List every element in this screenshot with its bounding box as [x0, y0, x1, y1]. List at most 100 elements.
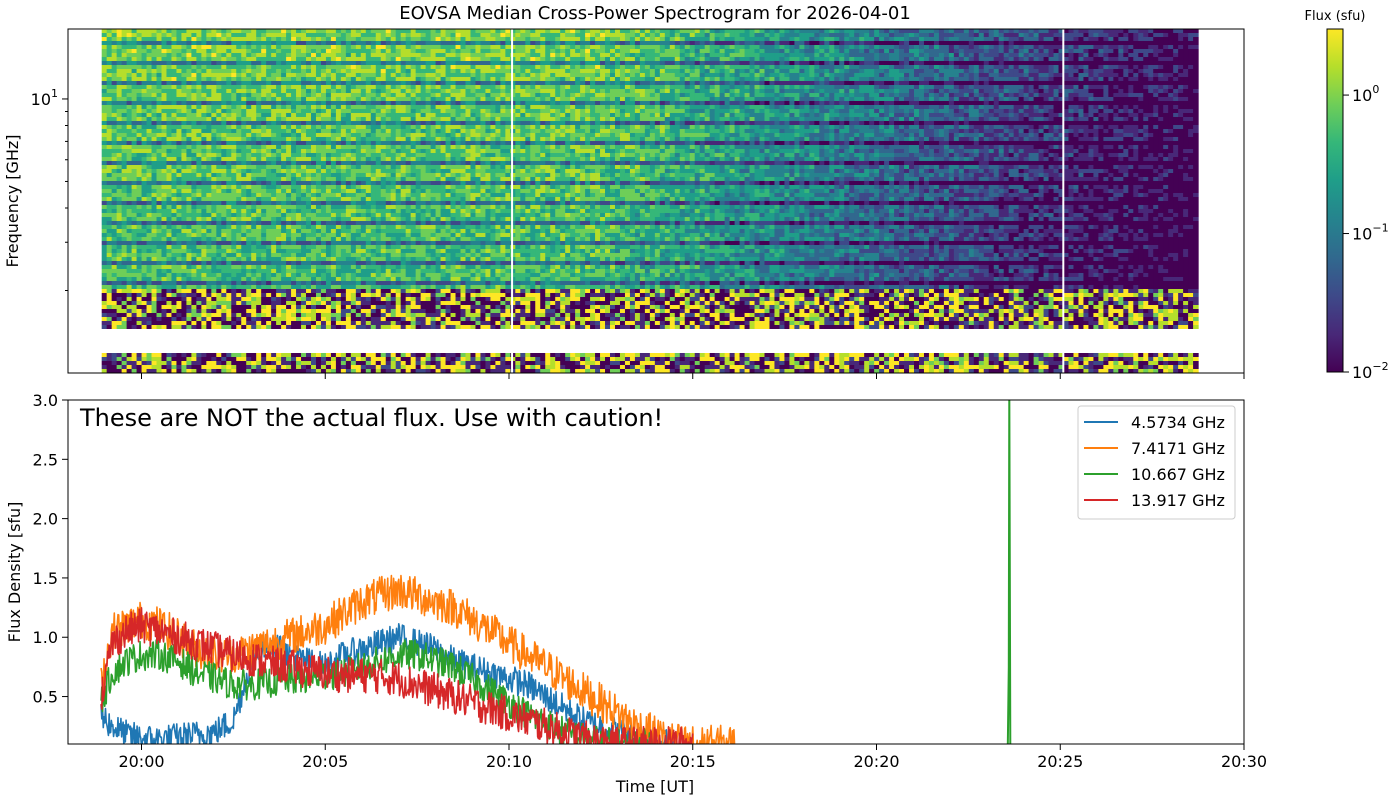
- spectrogram-cell: [365, 117, 372, 121]
- spectrogram-cell: [933, 81, 940, 85]
- spectrogram-cell: [1093, 49, 1099, 53]
- spectrogram-cell: [714, 53, 721, 57]
- spectrogram-cell: [291, 105, 297, 109]
- spectrogram-cell: [879, 73, 885, 77]
- spectrogram-cell: [1053, 97, 1060, 101]
- spectrogram-cell: [315, 85, 322, 89]
- spectrogram-cell: [400, 81, 407, 85]
- spectrogram-cell: [1148, 45, 1154, 49]
- spectrogram-cell: [634, 109, 641, 113]
- spectrogram-cell: [385, 89, 392, 93]
- spectrogram-cell: [909, 61, 915, 65]
- spectrogram-cell: [126, 29, 133, 33]
- spectrogram-cell: [236, 113, 242, 117]
- spectrogram-cell: [555, 85, 561, 89]
- spectrogram-cell: [286, 61, 292, 65]
- spectrogram-cell: [774, 69, 781, 73]
- spectrogram-cell: [874, 53, 880, 57]
- spectrogram-cell: [540, 105, 546, 109]
- spectrogram-cell: [1073, 109, 1080, 113]
- spectrogram-cell: [460, 113, 467, 117]
- spectrogram-cell: [241, 113, 247, 117]
- spectrogram-cell: [714, 105, 721, 109]
- spectrogram-cell: [365, 53, 372, 57]
- spectrogram-cell: [1123, 69, 1129, 73]
- spectrogram-cell: [824, 69, 830, 73]
- spectrogram-cell: [380, 33, 387, 37]
- spectrogram-cell: [1108, 45, 1114, 49]
- spectrogram-cell: [555, 73, 561, 77]
- spectrogram-cell: [311, 101, 317, 105]
- spectrogram-cell: [1133, 105, 1139, 109]
- spectrogram-cell: [973, 65, 980, 69]
- spectrogram-cell: [894, 101, 900, 105]
- spectrogram-cell: [1063, 45, 1070, 49]
- spectrogram-cell: [669, 69, 676, 73]
- spectrogram-cell: [231, 85, 237, 89]
- spectrogram-cell: [1148, 37, 1154, 41]
- spectrogram-cell: [998, 105, 1005, 109]
- spectrogram-cell: [804, 113, 810, 117]
- spectrogram-cell: [904, 37, 910, 41]
- spectrogram-cell: [1183, 65, 1189, 69]
- spectrogram-cell: [719, 77, 726, 81]
- spectrogram-cell: [968, 85, 975, 89]
- spectrogram-cell: [734, 89, 741, 93]
- spectrogram-cell: [171, 41, 178, 45]
- spectrogram-cell: [1048, 77, 1055, 81]
- spectrogram-cell: [560, 41, 566, 45]
- spectrogram-cell: [101, 77, 108, 81]
- spectrogram-cell: [869, 33, 875, 37]
- spectrogram-cell: [1188, 33, 1194, 37]
- spectrogram-cell: [824, 77, 830, 81]
- spectrogram-cell: [1053, 89, 1060, 93]
- spectrogram-cell: [231, 97, 237, 101]
- spectrogram-cell: [849, 101, 855, 105]
- spectrogram-cell: [953, 41, 960, 45]
- spectrogram-cell: [988, 41, 995, 45]
- spectrogram-cell: [121, 77, 128, 81]
- spectrogram-cell: [570, 29, 576, 33]
- spectrogram-cell: [1133, 45, 1139, 49]
- spectrogram-cell: [1028, 49, 1035, 53]
- spectrogram-cell: [400, 109, 407, 113]
- spectrogram-cell: [819, 105, 825, 109]
- spectrogram-cell: [988, 33, 995, 37]
- spectrogram-cell: [520, 113, 526, 117]
- spectrogram-cell: [1188, 45, 1194, 49]
- spectrogram-cell: [296, 81, 302, 85]
- spectrogram-cell: [325, 49, 332, 53]
- spectrogram-cell: [1118, 97, 1124, 101]
- spectrogram-cell: [345, 85, 352, 89]
- spectrogram-cell: [879, 37, 885, 41]
- spectrogram-cell: [266, 109, 272, 113]
- spectrogram-cell: [754, 57, 761, 61]
- spectrogram-cell: [530, 85, 536, 89]
- spectrogram-cell: [410, 105, 417, 109]
- spectrogram-cell: [854, 49, 860, 53]
- spectrogram-cell: [380, 29, 387, 33]
- spectrogram-cell: [251, 117, 257, 121]
- spectrogram-cell: [580, 77, 586, 81]
- spectrogram-cell: [644, 53, 651, 57]
- spectrogram-cell: [320, 113, 327, 117]
- spectrogram-cell: [1093, 57, 1099, 61]
- spectrogram-cell: [744, 117, 751, 121]
- spectrogram-cell: [151, 29, 158, 33]
- spectrogram-cell: [475, 73, 482, 77]
- spectrogram-cell: [1058, 105, 1065, 109]
- spectrogram-cell: [211, 45, 217, 49]
- spectrogram-cell: [256, 45, 262, 49]
- spectrogram-cell: [440, 69, 447, 73]
- spectrogram-cell: [320, 41, 327, 45]
- spectrogram-cell: [1038, 81, 1045, 85]
- spectrogram-cell: [311, 105, 317, 109]
- spectrogram-cell: [1108, 113, 1114, 117]
- spectrogram-cell: [500, 97, 506, 101]
- spectrogram-cell: [938, 53, 945, 57]
- spectrogram-cell: [435, 57, 442, 61]
- spectrogram-cell: [669, 65, 676, 69]
- spectrogram-cell: [1178, 61, 1184, 65]
- spectrogram-cell: [495, 57, 501, 61]
- spectrogram-cell: [704, 113, 711, 117]
